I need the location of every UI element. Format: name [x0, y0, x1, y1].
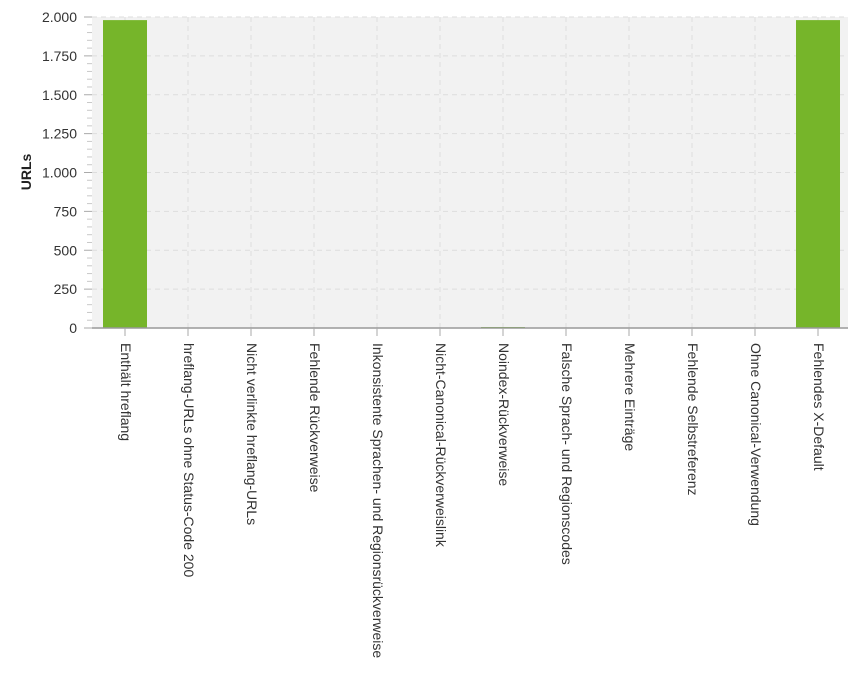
x-tick-label: Nicht-Canonical-Rückverweislink [433, 343, 449, 548]
x-tick-label: Nicht verlinkte hreflang-URLs [244, 343, 260, 525]
y-tick-label: 1.000 [42, 165, 77, 181]
y-tick-label: 0 [69, 320, 77, 336]
x-tick-label: Mehrere Einträge [622, 343, 638, 451]
y-axis-tick-labels: 0 250 500 750 1.000 1.250 1.500 1.750 2.000 [42, 9, 77, 336]
y-axis-label: URLs [18, 154, 34, 191]
y-tick-label: 1.250 [42, 126, 77, 142]
x-tick-label: Falsche Sprach- und Regionscodes [559, 343, 575, 565]
x-tick-label: Noindex-Rückverweise [496, 343, 512, 486]
x-tick-label: Ohne Canonical-Verwendung [748, 343, 764, 526]
y-axis-minor-ticks [87, 24, 92, 321]
y-tick-label: 750 [54, 203, 78, 219]
x-tick-label: hreflang-URLs ohne Status-Code 200 [181, 343, 197, 577]
x-tick-label: Inkonsistente Sprachen- und Regionsrückv… [370, 343, 386, 658]
y-tick-label: 1.750 [42, 48, 77, 64]
x-axis-category-labels: Enthält hreflang hreflang-URLs ohne Statu… [118, 343, 827, 658]
x-tick-label: Enthält hreflang [118, 343, 134, 441]
y-tick-label: 250 [54, 281, 78, 297]
x-axis-ticks [124, 328, 819, 336]
x-tick-label: Fehlendes X-Default [811, 343, 827, 471]
bar[interactable] [103, 20, 147, 329]
bar[interactable] [796, 20, 840, 329]
bars [103, 20, 840, 329]
x-tick-label: Fehlende Selbstreferenz [685, 343, 701, 496]
y-tick-label: 2.000 [42, 9, 77, 25]
y-tick-label: 1.500 [42, 87, 77, 103]
x-tick-label: Fehlende Rückverweise [307, 343, 323, 493]
y-tick-label: 500 [54, 242, 78, 258]
